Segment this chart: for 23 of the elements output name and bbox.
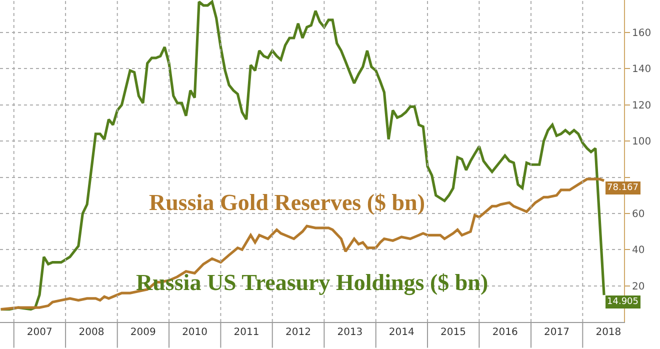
x-tick-label: 2009 (130, 327, 156, 338)
y-tick-label: 120 (632, 100, 652, 112)
x-tick-label: 2008 (78, 327, 104, 338)
series-label: Russia Gold Reserves ($ bn) (149, 190, 426, 215)
x-tick-label: 2016 (492, 327, 518, 338)
y-tick-label: 160 (632, 28, 652, 40)
x-tick-label: 2011 (234, 327, 260, 338)
x-tick-label: 2012 (286, 327, 311, 338)
x-tick-label: 2018 (596, 327, 622, 338)
x-tick-label: 2014 (388, 327, 414, 338)
x-tick-label: 2007 (26, 327, 52, 338)
y-tick-label: 40 (632, 245, 645, 256)
x-tick-label: 2015 (440, 327, 466, 338)
y-tick-label: 60 (632, 208, 645, 220)
y-tick-label: 140 (632, 64, 652, 76)
x-tick-label: 2013 (337, 327, 363, 338)
x-tick-label: 2010 (182, 327, 208, 338)
x-tick-label: 2017 (544, 327, 570, 338)
y-tick-label: 100 (632, 136, 652, 148)
data-label: 14.905 (607, 297, 638, 307)
data-label: 78.167 (607, 183, 638, 193)
line-series (0, 178, 606, 311)
y-tick-label: 20 (632, 281, 645, 292)
